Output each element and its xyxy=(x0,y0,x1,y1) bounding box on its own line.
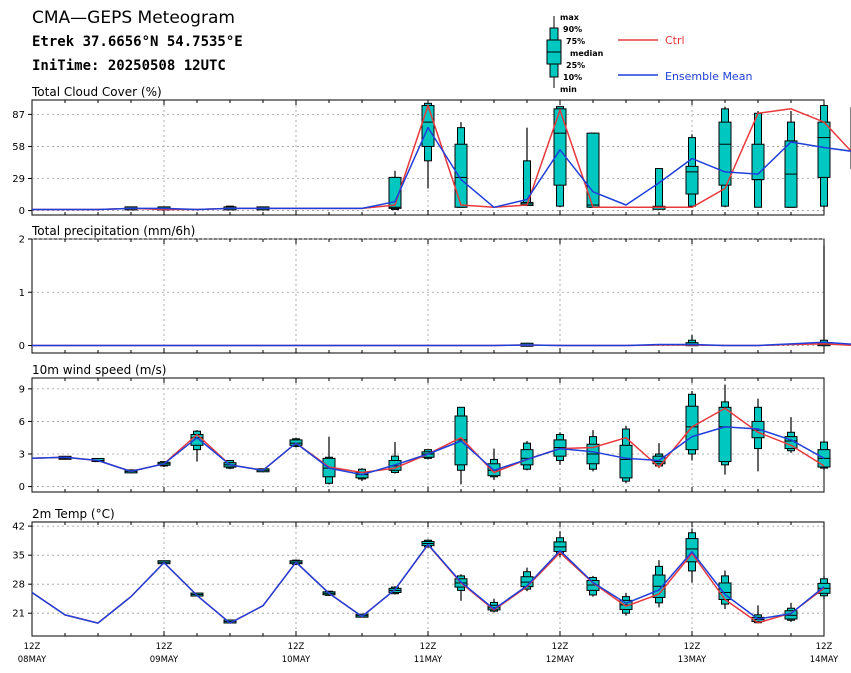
x-label-hour: 12Z xyxy=(288,642,305,652)
box-p10-p90 xyxy=(655,168,663,209)
ensemble-mean-line xyxy=(32,126,851,211)
legend-box-glyph xyxy=(546,16,562,88)
ensemble-box xyxy=(685,134,699,208)
y-tick-label: 2 xyxy=(19,235,25,246)
x-label-date: 09MAY xyxy=(150,655,179,665)
x-label-hour: 12Z xyxy=(24,642,41,652)
ensemble-box xyxy=(322,436,336,485)
panel-title-wind: 10m wind speed (m/s) xyxy=(32,363,166,377)
x-label-hour: 12Z xyxy=(420,642,437,652)
panel-3: 21 28 35 42 xyxy=(12,521,831,637)
panel-1: 0 1 2 xyxy=(19,235,851,354)
ensemble-box xyxy=(388,170,402,210)
box-p25-p75 xyxy=(718,121,732,186)
y-tick-label: 87 xyxy=(12,110,25,121)
box-p25-p75 xyxy=(190,433,204,446)
ensemble-box xyxy=(454,406,468,485)
legend-mean-label: Ensemble Mean xyxy=(665,70,752,83)
chart-title: CMA—GEPS Meteogram xyxy=(32,8,235,28)
x-axis-labels: 12Z 08MAY 12Z 09MAY 12Z 10MAY 12Z 11MAY 12Z 12MAY… xyxy=(18,642,839,665)
y-tick-label: 58 xyxy=(12,142,25,153)
box-p25-p75 xyxy=(553,108,567,186)
init-time-label: IniTime: 20250508 12UTC xyxy=(32,58,226,74)
ensemble-mean-line xyxy=(32,341,851,347)
ensemble-mean-line xyxy=(31,543,825,624)
ensemble-mean-line xyxy=(31,426,825,476)
x-label-date: 13MAY xyxy=(678,655,707,665)
y-tick-label: 42 xyxy=(12,522,25,533)
ensemble-box xyxy=(520,440,534,471)
ensemble-box xyxy=(751,398,765,472)
box-p25-p75 xyxy=(388,176,402,209)
ensemble-box xyxy=(553,432,567,465)
x-label-date: 12MAY xyxy=(546,655,575,665)
legend-p25: 25% xyxy=(566,61,585,70)
legend-ctrl-label: Ctrl xyxy=(665,34,685,47)
legend: max 90% 75% median 25% 10% min Ctrl Ense… xyxy=(546,13,752,94)
ensemble-box xyxy=(685,391,699,461)
ensemble-box xyxy=(751,111,765,208)
panel-title-cloud: Total Cloud Cover (%) xyxy=(31,85,162,99)
ensemble-box xyxy=(652,168,666,210)
y-tick-label: 0 xyxy=(19,206,25,217)
panel-0: 0 29 58 87 xyxy=(12,99,851,217)
ensemble-box xyxy=(421,539,435,548)
y-tick-label: 29 xyxy=(12,174,25,185)
location-label: Etrek 37.6656°N 54.7535°E xyxy=(32,34,243,50)
y-tick-label: 0 xyxy=(19,341,25,352)
box-p25-p75 xyxy=(685,165,699,195)
panels: 0 29 58 87 0 1 2 0 3 6 9 21 28 35 42 xyxy=(12,99,851,637)
y-tick-label: 1 xyxy=(19,288,25,299)
y-tick-label: 0 xyxy=(19,482,25,493)
x-label-date: 10MAY xyxy=(282,655,311,665)
ensemble-box xyxy=(487,448,501,481)
ensemble-box xyxy=(718,106,732,208)
box-p25-p75 xyxy=(421,105,435,147)
x-label-hour: 12Z xyxy=(816,642,833,652)
ensemble-box xyxy=(784,111,798,208)
y-tick-label: 9 xyxy=(19,384,25,395)
panel-title-precip: Total precipitation (mm/6h) xyxy=(31,224,195,238)
ensemble-box xyxy=(619,425,633,484)
box-p25-p75 xyxy=(718,406,732,463)
ensemble-box xyxy=(652,560,666,608)
legend-median: median xyxy=(570,49,604,58)
y-tick-label: 28 xyxy=(12,580,25,591)
legend-p10: 10% xyxy=(563,73,582,82)
y-tick-label: 21 xyxy=(12,609,25,620)
y-tick-label: 35 xyxy=(12,551,25,562)
box-p25-p75 xyxy=(817,121,831,178)
legend-min: min xyxy=(560,85,577,94)
ensemble-box xyxy=(652,443,666,469)
x-label-hour: 12Z xyxy=(684,642,701,652)
ensemble-box xyxy=(718,384,732,475)
box-p25-p75 xyxy=(454,143,468,208)
y-tick-label: 3 xyxy=(19,450,25,461)
ensemble-box xyxy=(454,122,468,208)
x-label-date: 08MAY xyxy=(18,655,47,665)
legend-max: max xyxy=(560,13,580,22)
x-label-hour: 12Z xyxy=(552,642,569,652)
x-label-date: 14MAY xyxy=(810,655,839,665)
y-tick-label: 6 xyxy=(19,417,25,428)
legend-p90: 90% xyxy=(563,25,582,34)
box-p25-p75 xyxy=(619,444,633,479)
panel-2: 0 3 6 9 xyxy=(19,377,831,493)
panel-title-temp: 2m Temp (°C) xyxy=(32,507,115,521)
legend-p75: 75% xyxy=(566,37,585,46)
x-label-date: 11MAY xyxy=(414,655,443,665)
ensemble-box xyxy=(817,245,831,347)
ensemble-box xyxy=(520,567,534,592)
ensemble-box xyxy=(817,575,831,600)
x-label-hour: 12Z xyxy=(156,642,173,652)
